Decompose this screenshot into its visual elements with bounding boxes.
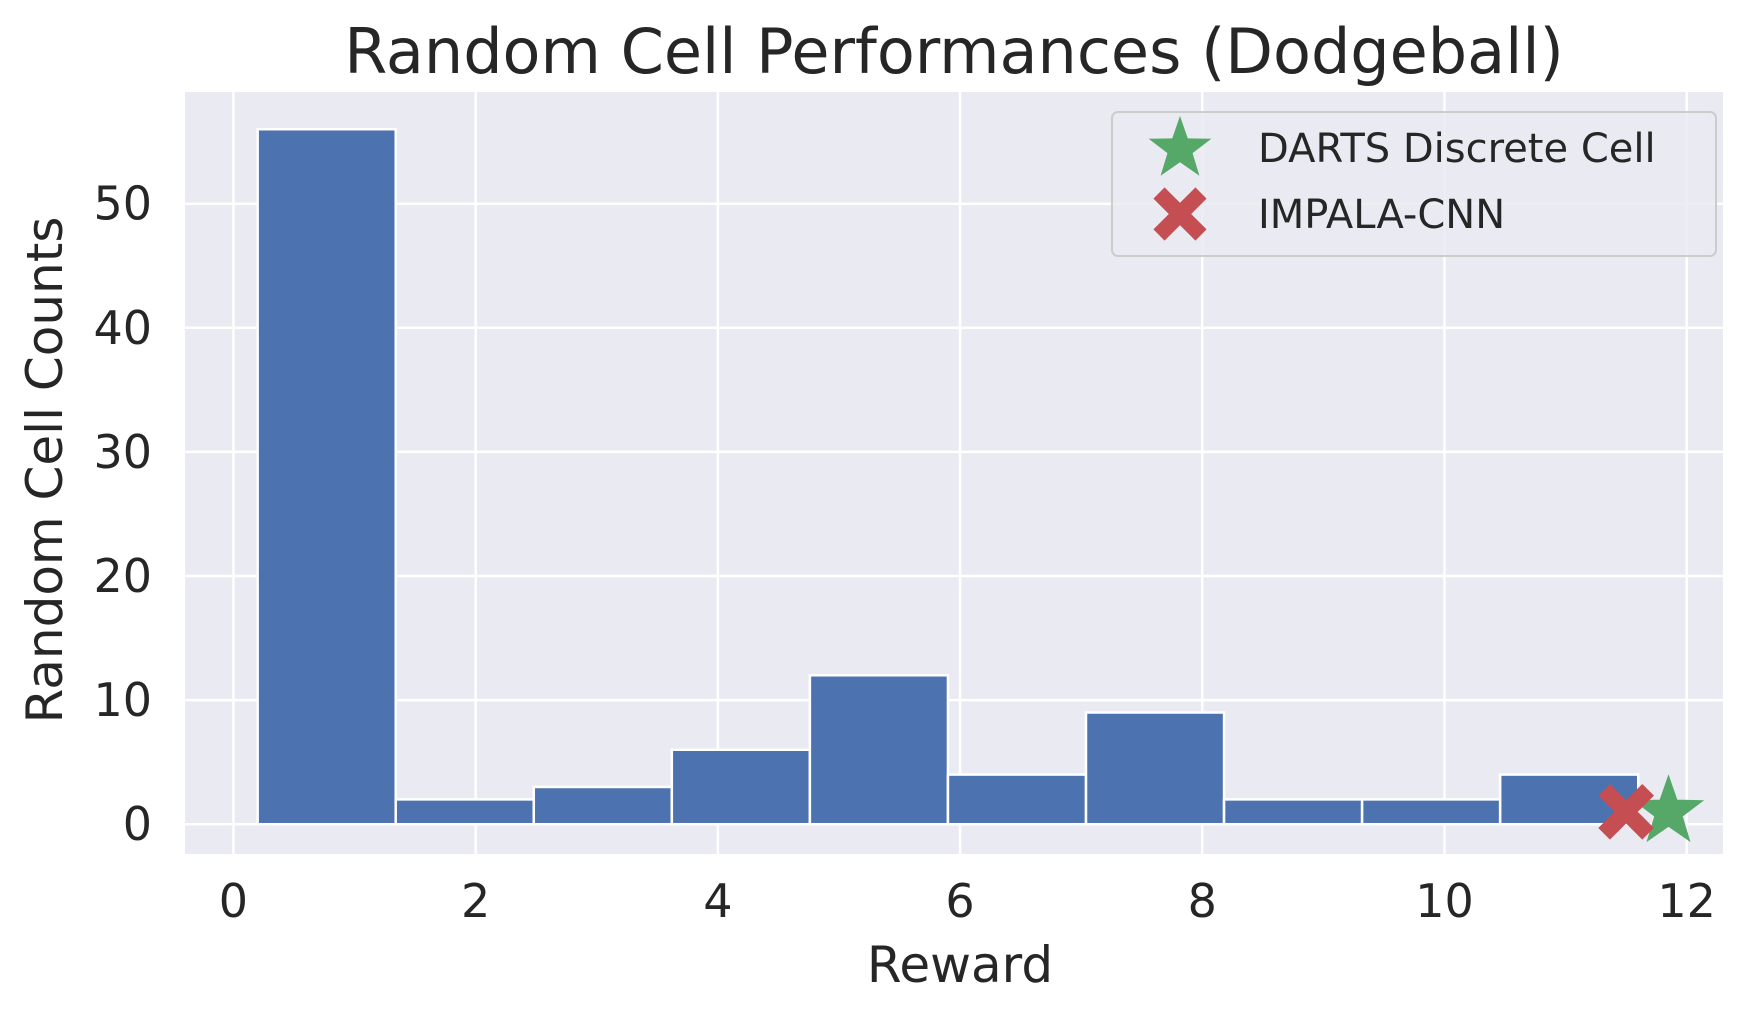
x-tick-labels: 0 2 4 6 8 10 12 [219, 874, 1716, 928]
y-tick-labels: 0 10 20 30 40 50 [93, 177, 152, 852]
chart-title: Random Cell Performances (Dodgeball) [344, 15, 1564, 88]
x-shape [1153, 187, 1207, 241]
histogram-bar [532, 785, 674, 826]
histogram-bars [256, 127, 1640, 826]
x-tick-label: 12 [1657, 874, 1716, 928]
y-tick-label: 10 [93, 673, 152, 727]
y-tick-label: 30 [93, 425, 152, 479]
x-tick-label: 0 [219, 874, 248, 928]
x-tick-label: 10 [1415, 874, 1474, 928]
x-tick-label: 2 [461, 874, 490, 928]
histogram-bar [1360, 798, 1502, 826]
x-tick-label: 8 [1188, 874, 1217, 928]
x-axis-label: Reward [867, 936, 1053, 994]
y-axis-label: Random Cell Counts [16, 217, 74, 724]
star-shape [1148, 116, 1212, 176]
legend-box [1111, 111, 1717, 257]
histogram-bar [946, 773, 1088, 826]
reference-markers [1598, 774, 1705, 843]
impala-x-marker [1598, 783, 1654, 840]
histogram-bar [670, 748, 812, 826]
histogram-bar [1222, 798, 1364, 826]
legend-label-darts: DARTS Discrete Cell [1258, 126, 1656, 172]
legend-label-impala: IMPALA-CNN [1258, 192, 1505, 238]
histogram-bar [256, 127, 397, 826]
y-tick-label: 0 [123, 797, 152, 851]
x-tick-label: 4 [703, 874, 732, 928]
y-tick-label: 50 [93, 177, 152, 231]
legend-star-icon [1148, 116, 1212, 176]
histogram-bar [1084, 711, 1226, 826]
y-tick-label: 40 [93, 301, 152, 355]
x-tick-label: 6 [945, 874, 974, 928]
y-tick-label: 20 [93, 549, 152, 603]
legend: DARTS Discrete Cell IMPALA-CNN [1111, 111, 1717, 257]
histogram-bar [808, 674, 950, 826]
legend-x-icon [1153, 187, 1207, 241]
histogram-bar [394, 798, 536, 826]
